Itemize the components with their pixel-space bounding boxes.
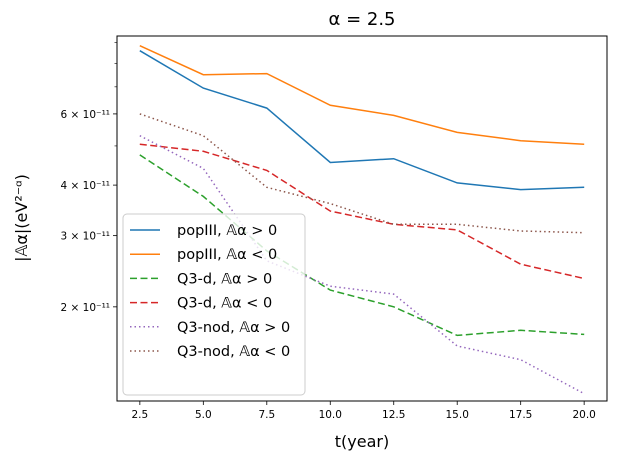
legend: popIII, 𝔸α > 0 popIII, 𝔸α < 0 Q3-d, 𝔸α > 0… [122,213,306,396]
chart-title: α = 2.5 [328,9,395,30]
legend-label-6: Q3-nod, 𝔸α < 0 [177,344,290,360]
series-line-2 [139,45,585,145]
legend-label-2: popIII, 𝔸α < 0 [177,247,277,263]
legend-box [122,213,306,396]
series-line-3 [139,154,585,337]
y-tick-label: 2 × 10⁻¹¹ [61,302,110,314]
x-tick-label: 12.5 [382,409,405,421]
x-tick-label: 17.5 [509,409,532,421]
series-line-5 [139,135,585,395]
series-lines [139,45,585,395]
legend-label-4: Q3-d, 𝔸α < 0 [177,296,272,312]
y-tick-label: 6 × 10⁻¹¹ [61,109,110,121]
x-tick-label: 10.0 [319,409,342,421]
x-axis-label: t(year) [335,432,389,451]
x-tick-label: 20.0 [572,409,595,421]
plot-area-frame [116,35,608,402]
y-axis: 6 × 10⁻¹¹ 4 × 10⁻¹¹ 3 × 10⁻¹¹ 2 × 10⁻¹¹ [61,42,117,314]
legend-label-1: popIII, 𝔸α > 0 [177,223,277,239]
legend-label-3: Q3-d, 𝔸α > 0 [177,271,272,287]
y-tick-label: 3 × 10⁻¹¹ [61,231,110,243]
y-tick-label: 4 × 10⁻¹¹ [61,180,110,192]
series-line-1 [139,50,585,191]
x-tick-label: 15.0 [446,409,469,421]
x-tick-label: 5.0 [195,409,212,421]
series-line-6 [139,113,585,234]
x-tick-label: 2.5 [131,409,148,421]
y-axis-label: |𝔸α|(eV²⁻ᵅ) [12,174,31,262]
x-axis: 2.5 5.0 7.5 10.0 12.5 15.0 17.5 20.0 [131,401,596,421]
series-line-4 [139,143,585,280]
x-tick-label: 7.5 [258,409,275,421]
legend-label-5: Q3-nod, 𝔸α > 0 [177,320,290,336]
